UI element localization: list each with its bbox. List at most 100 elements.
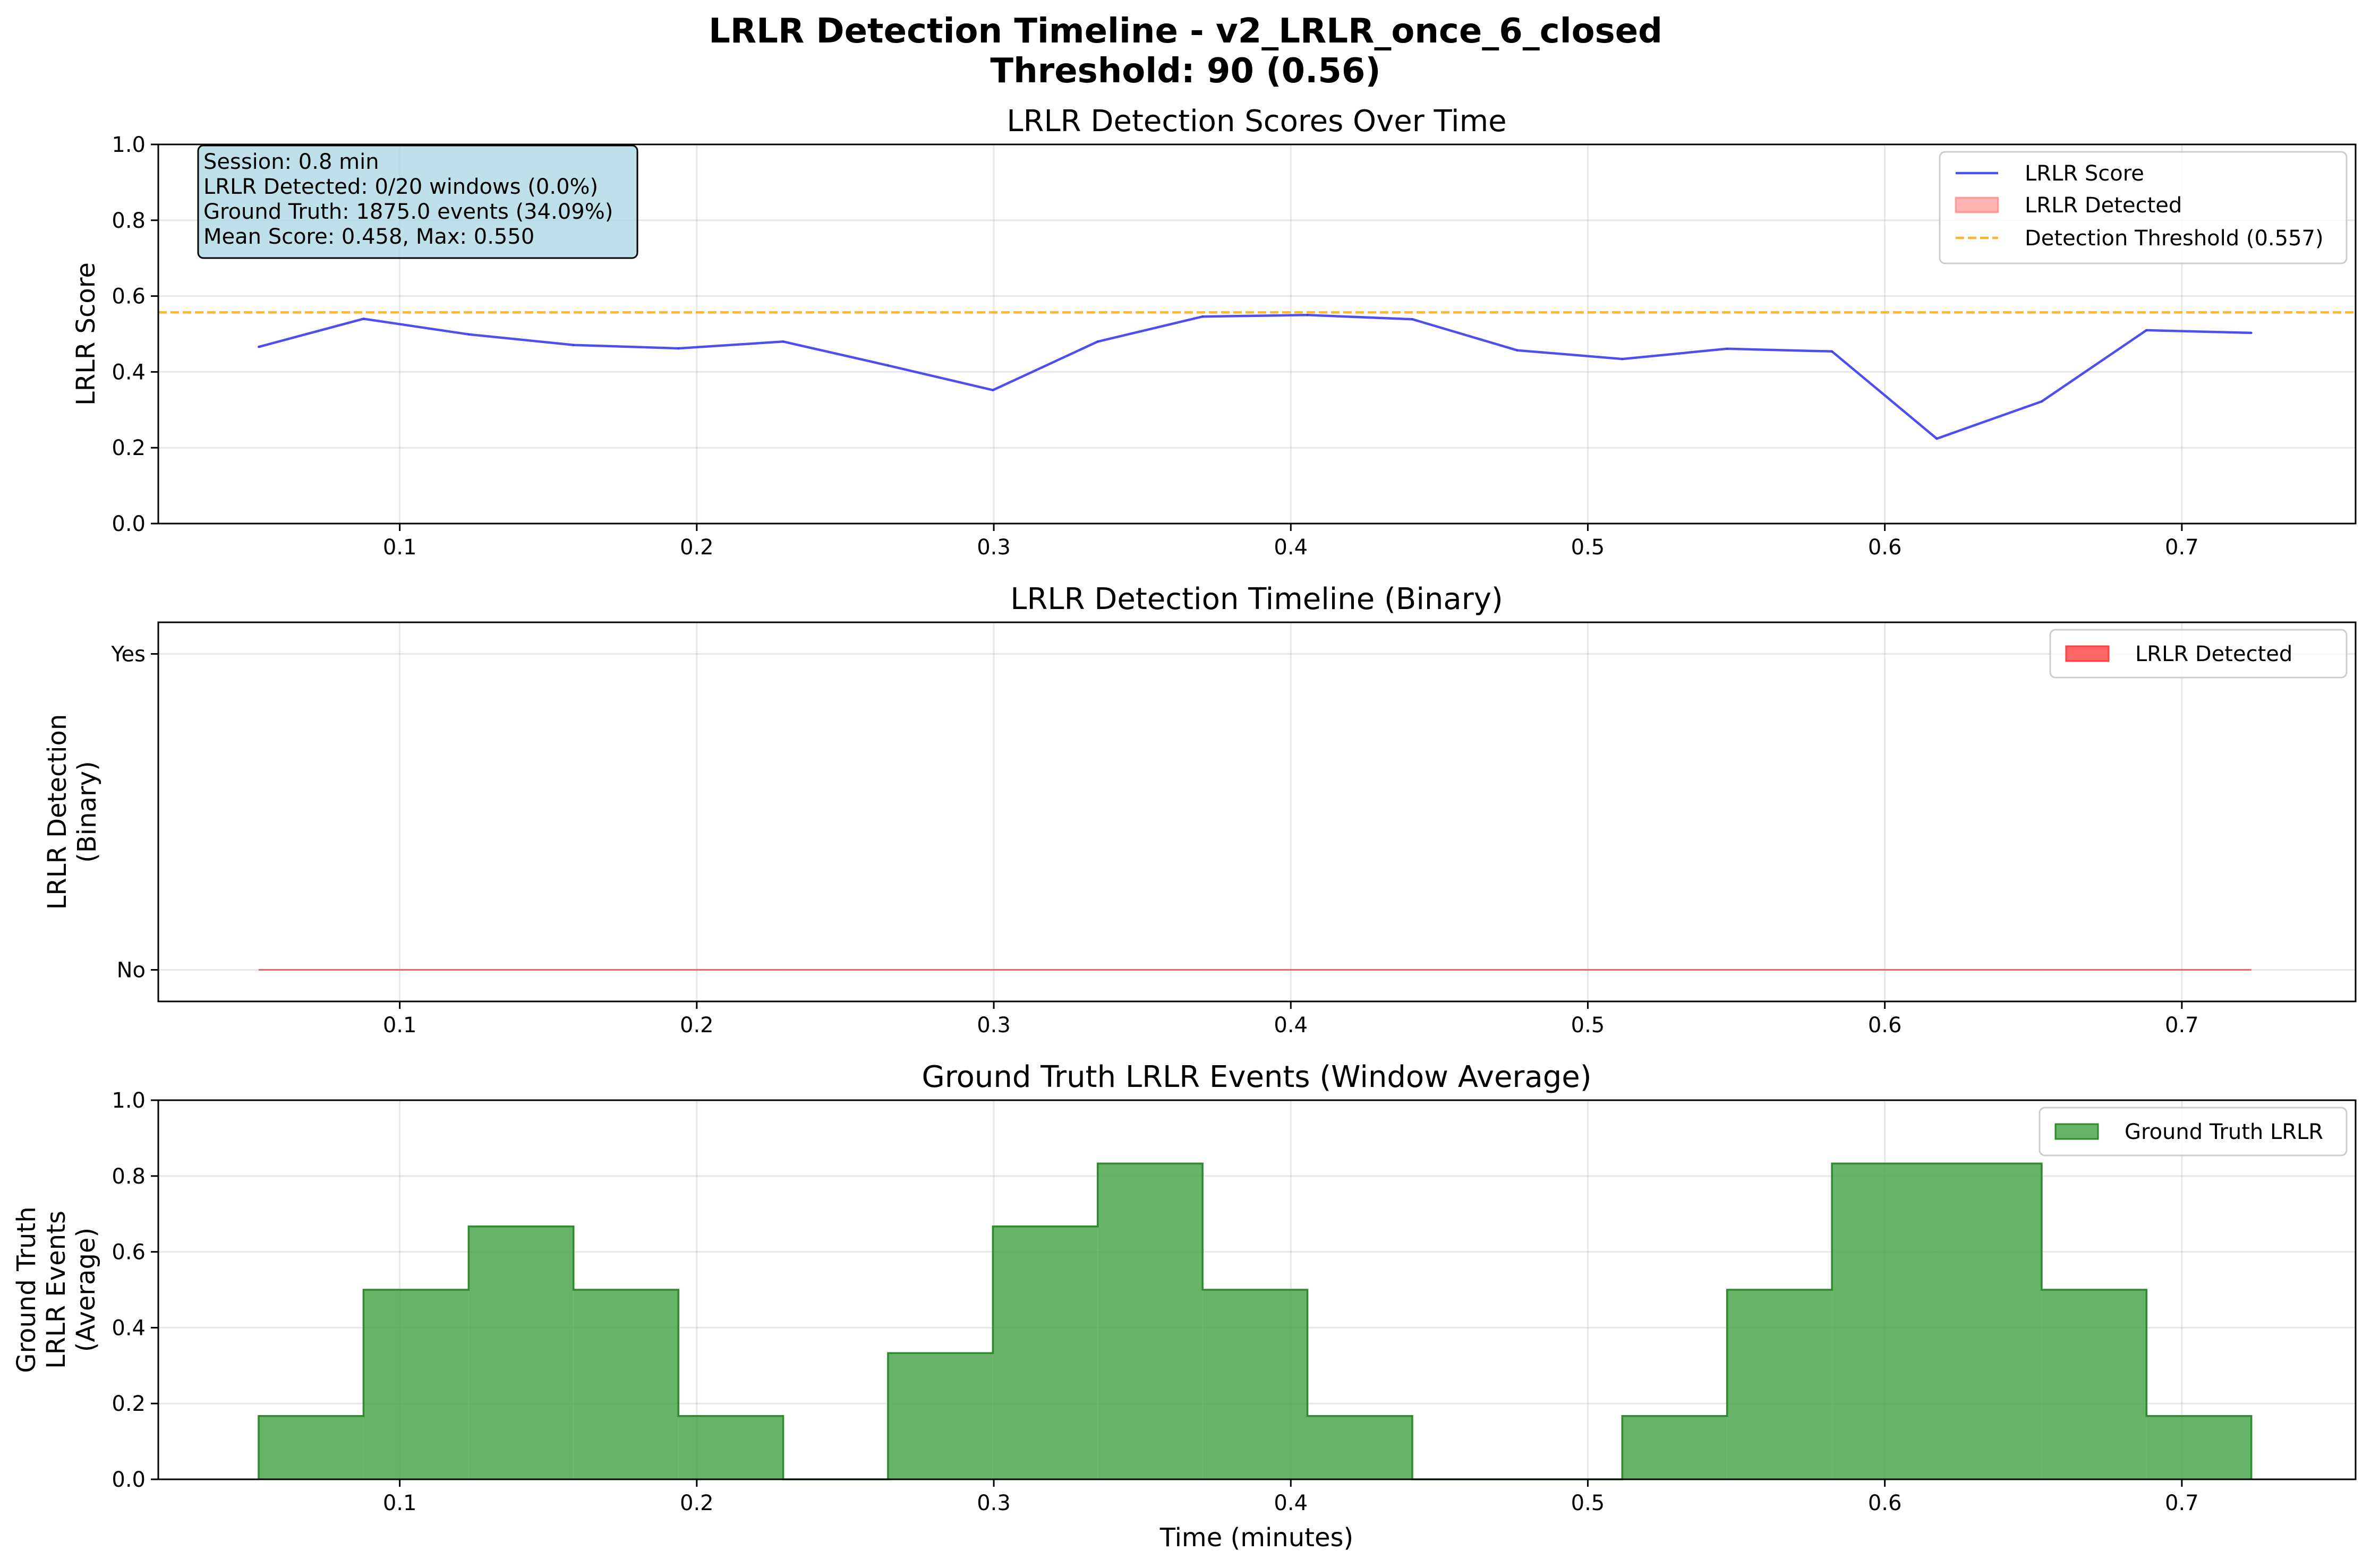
- info-mean-score: Mean Score: 0.458, Max: 0.550: [203, 225, 534, 249]
- score-point: [886, 364, 889, 367]
- binary-legend: LRLR Detected: [2049, 629, 2348, 679]
- y-tick-label: 0.2: [112, 1392, 146, 1416]
- ground-truth-bar: [1832, 1163, 1937, 1479]
- x-tick-label: 0.4: [1274, 1491, 1308, 1515]
- ground-truth-y-axis-label-line1: Ground Truth: [12, 1206, 41, 1373]
- x-tick-label: 0.5: [1571, 535, 1605, 560]
- info-session: Session: 0.8 min: [203, 150, 379, 174]
- score-x-ticks: 0.1 0.2 0.3 0.4 0.5 0.6 0.7: [383, 524, 2199, 560]
- ground-truth-x-ticks: 0.1 0.2 0.3 0.4 0.5 0.6 0.7: [383, 1479, 2199, 1515]
- score-point: [572, 344, 575, 346]
- ground-truth-plot-frame: [157, 1099, 2357, 1480]
- y-tick-label: 0.8: [112, 209, 146, 233]
- legend-binary-detected-label: LRLR Detected: [2135, 642, 2292, 666]
- score-legend-frame: [1939, 151, 2348, 264]
- binary-panel-title: LRLR Detection Timeline (Binary): [1010, 582, 1503, 616]
- ground-truth-bar: [2041, 1290, 2147, 1479]
- ground-truth-bar: [993, 1226, 1098, 1479]
- score-point: [1516, 349, 1519, 352]
- x-tick-label: 0.6: [1868, 535, 1902, 560]
- ground-truth-legend: Ground Truth LRLR: [2039, 1107, 2348, 1156]
- score-point: [992, 389, 994, 391]
- legend-score-label: LRLR Score: [2025, 161, 2144, 186]
- ground-truth-bar: [1097, 1163, 1203, 1479]
- ground-truth-bar: [1727, 1290, 1832, 1479]
- ground-truth-y-ticks: 0.0 0.2 0.4 0.6 0.8 1.0: [112, 1089, 158, 1492]
- x-tick-label: 0.7: [2165, 535, 2199, 560]
- x-tick-label: 0.3: [977, 1013, 1011, 1038]
- y-tick-label: 1.0: [112, 1089, 146, 1113]
- info-box: Session: 0.8 min LRLR Detected: 0/20 win…: [197, 144, 638, 259]
- score-point: [1935, 438, 1938, 440]
- figure-title-line2: Threshold: 90 (0.56): [990, 52, 1380, 91]
- score-point: [782, 340, 784, 343]
- ground-truth-y-axis-label-line2: LRLR Events: [41, 1211, 71, 1369]
- legend-ground-truth-swatch: [2054, 1123, 2099, 1140]
- ground-truth-bar: [2146, 1416, 2251, 1479]
- score-y-ticks: 0.0 0.2 0.4 0.6 0.8 1.0: [112, 133, 158, 536]
- score-point: [2040, 400, 2043, 403]
- x-tick-label: 0.2: [680, 535, 714, 560]
- y-tick-label: 0.6: [112, 1240, 146, 1265]
- y-tick-label: No: [117, 958, 146, 983]
- ground-truth-bar: [363, 1290, 469, 1479]
- binary-y-ticks: No Yes: [110, 642, 158, 983]
- legend-ground-truth-label: Ground Truth LRLR: [2125, 1120, 2323, 1144]
- score-legend: LRLR Score LRLR Detected Detection Thres…: [1939, 151, 2348, 264]
- ground-truth-bar: [888, 1353, 993, 1479]
- score-point: [258, 346, 260, 348]
- score-point: [2250, 331, 2253, 334]
- x-tick-label: 0.4: [1274, 1013, 1308, 1038]
- info-ground-truth: Ground Truth: 1875.0 events (34.09%): [203, 200, 613, 224]
- y-tick-label: 0.4: [112, 360, 146, 384]
- y-tick-label: 0.2: [112, 436, 146, 460]
- score-point: [1096, 340, 1099, 343]
- ground-truth-bar: [468, 1226, 574, 1479]
- score-point: [1306, 314, 1309, 316]
- x-tick-label: 0.5: [1571, 1491, 1605, 1515]
- ground-truth-legend-frame: [2039, 1107, 2348, 1156]
- figure-title-line1: LRLR Detection Timeline - v2_LRLR_once_6…: [709, 12, 1662, 51]
- binary-y-axis-label-line2: (Binary): [72, 761, 102, 863]
- binary-y-axis-label-line1: LRLR Detection: [42, 714, 72, 910]
- score-point: [1621, 358, 1624, 361]
- x-tick-label: 0.3: [977, 535, 1011, 560]
- score-point: [677, 347, 680, 350]
- binary-panel: 0.1 0.2 0.3 0.4 0.5 0.6 0.7 No Yes LRLR Detecti…: [42, 582, 2357, 1038]
- x-tick-label: 0.6: [1868, 1013, 1902, 1038]
- ground-truth-bar: [1307, 1416, 1412, 1479]
- y-tick-label: 0.4: [112, 1316, 146, 1340]
- x-tick-label: 0.1: [383, 535, 417, 560]
- x-tick-label: 0.7: [2165, 1013, 2199, 1038]
- legend-binary-detected-swatch: [2065, 645, 2110, 662]
- ground-truth-bar: [1937, 1163, 2042, 1479]
- legend-detected-swatch: [1955, 196, 1999, 213]
- binary-x-ticks: 0.1 0.2 0.3 0.4 0.5 0.6 0.7: [383, 1001, 2199, 1038]
- ground-truth-bar: [678, 1416, 783, 1479]
- x-tick-label: 0.2: [680, 1491, 714, 1515]
- score-point: [1726, 347, 1728, 350]
- score-point: [362, 318, 365, 320]
- ground-truth-panel-title: Ground Truth LRLR Events (Window Average…: [922, 1060, 1591, 1094]
- ground-truth-y-axis-label-line3: (Average): [71, 1228, 101, 1352]
- binary-legend-frame: [2049, 629, 2348, 679]
- x-axis-label: Time (minutes): [1159, 1523, 1353, 1553]
- score-point: [467, 333, 470, 336]
- score-plot-frame: [157, 143, 2357, 525]
- x-tick-label: 0.1: [383, 1013, 417, 1038]
- score-point: [1411, 318, 1413, 321]
- x-tick-label: 0.1: [383, 1491, 417, 1515]
- score-panel-title: LRLR Detection Scores Over Time: [1007, 104, 1506, 139]
- score-series-layer: [258, 314, 2253, 440]
- x-tick-label: 0.6: [1868, 1491, 1902, 1515]
- y-tick-label: 0.8: [112, 1164, 146, 1189]
- score-y-axis-label: LRLR Score: [71, 262, 101, 406]
- score-point: [1201, 315, 1204, 318]
- score-point: [1831, 350, 1833, 353]
- y-tick-label: 0.0: [112, 512, 146, 536]
- score-line: [258, 314, 2251, 440]
- y-tick-label: 0.6: [112, 285, 146, 309]
- legend-threshold-label: Detection Threshold (0.557): [2025, 226, 2324, 251]
- ground-truth-outline: [258, 1162, 2253, 1480]
